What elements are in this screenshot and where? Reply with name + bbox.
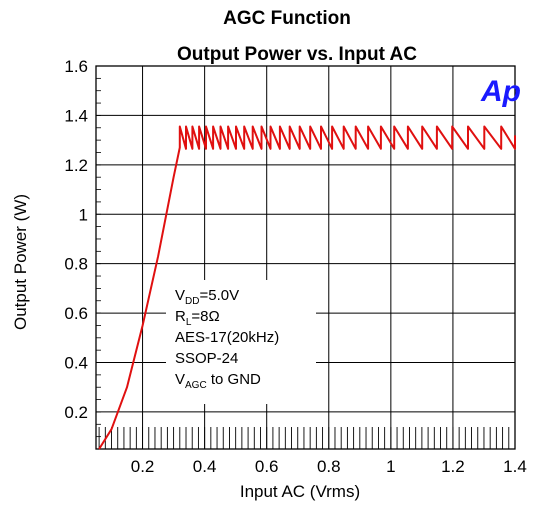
annotation-line: VDD=5.0V: [175, 287, 239, 307]
x-tick-label: 0.8: [317, 457, 341, 476]
chart-subtitle: Output Power vs. Input AC: [177, 44, 417, 65]
annotation-line: AES-17(20kHz): [175, 329, 279, 346]
y-tick-label: 0.4: [64, 354, 88, 373]
series-layer: [98, 125, 516, 450]
x-tick-label: 1.2: [441, 457, 465, 476]
ap-logo: Ap: [480, 75, 521, 108]
x-tick-label: 0.2: [131, 457, 155, 476]
x-tick-label: 1: [386, 457, 395, 476]
output-power-curve: [98, 125, 516, 450]
y-tick-label: 0.2: [64, 403, 88, 422]
y-tick-label: 1.6: [64, 57, 88, 76]
x-tick-label: 1.4: [503, 457, 527, 476]
y-tick-label: 1.4: [64, 106, 88, 125]
annotation-line: VAGC to GND: [175, 371, 261, 391]
y-tick-label: 0.8: [64, 255, 88, 274]
x-axis-label: Input AC (Vrms): [240, 482, 360, 501]
x-tick-label: 0.4: [193, 457, 217, 476]
y-tick-label: 1.2: [64, 156, 88, 175]
y-tick-labels: 0.2 0.4 0.6 0.8 1 1.2 1.4 1.6: [64, 57, 88, 422]
annotation-line: SSOP-24: [175, 350, 238, 367]
annotation-background: [166, 280, 316, 404]
y-tick-label: 0.6: [64, 304, 88, 323]
y-axis-label: Output Power (W): [11, 194, 30, 330]
chart-title: AGC Function: [223, 8, 351, 29]
y-tick-label: 1: [79, 205, 88, 224]
plot-frame: [95, 65, 516, 450]
annotation-line: RL=8Ω: [175, 308, 220, 328]
x-tick-labels: 0.2 0.4 0.6 0.8 1 1.2 1.4: [131, 457, 527, 476]
x-tick-label: 0.6: [255, 457, 279, 476]
bottom-minor-ticks: [96, 65, 516, 449]
